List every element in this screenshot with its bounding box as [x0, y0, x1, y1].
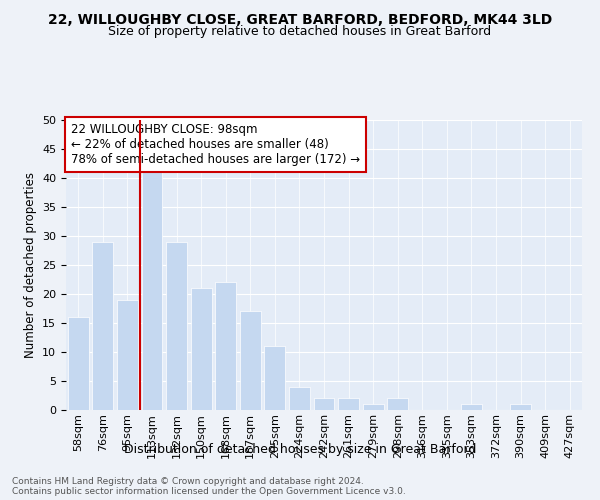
- Bar: [240, 312, 261, 410]
- Text: 22 WILLOUGHBY CLOSE: 98sqm
← 22% of detached houses are smaller (48)
78% of semi: 22 WILLOUGHBY CLOSE: 98sqm ← 22% of deta…: [71, 123, 360, 166]
- Bar: [338, 398, 359, 410]
- Bar: [117, 300, 138, 410]
- Bar: [461, 404, 482, 410]
- Text: 22, WILLOUGHBY CLOSE, GREAT BARFORD, BEDFORD, MK44 3LD: 22, WILLOUGHBY CLOSE, GREAT BARFORD, BED…: [48, 12, 552, 26]
- Y-axis label: Number of detached properties: Number of detached properties: [23, 172, 37, 358]
- Bar: [166, 242, 187, 410]
- Bar: [289, 387, 310, 410]
- Text: Distribution of detached houses by size in Great Barford: Distribution of detached houses by size …: [124, 442, 476, 456]
- Bar: [191, 288, 212, 410]
- Bar: [314, 398, 334, 410]
- Bar: [265, 346, 286, 410]
- Bar: [68, 317, 89, 410]
- Text: Contains HM Land Registry data © Crown copyright and database right 2024.: Contains HM Land Registry data © Crown c…: [12, 478, 364, 486]
- Bar: [362, 404, 383, 410]
- Bar: [92, 242, 113, 410]
- Text: Contains public sector information licensed under the Open Government Licence v3: Contains public sector information licen…: [12, 488, 406, 496]
- Bar: [510, 404, 531, 410]
- Bar: [215, 282, 236, 410]
- Bar: [387, 398, 408, 410]
- Bar: [142, 172, 163, 410]
- Text: Size of property relative to detached houses in Great Barford: Size of property relative to detached ho…: [109, 25, 491, 38]
